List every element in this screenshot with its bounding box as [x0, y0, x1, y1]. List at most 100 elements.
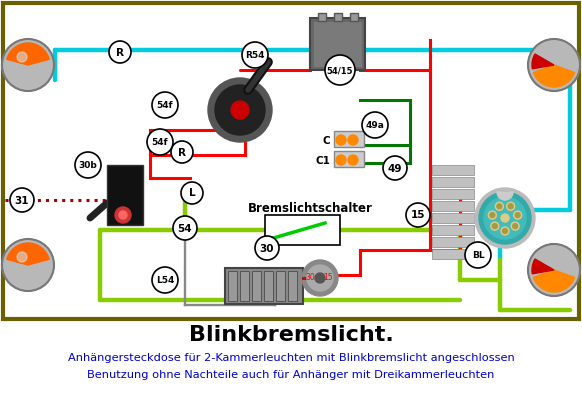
Bar [432, 213, 474, 223]
Text: 54f: 54f [157, 101, 173, 110]
Bar [432, 225, 474, 235]
Wedge shape [533, 65, 574, 87]
Text: 49a: 49a [365, 121, 385, 130]
Bar [432, 189, 474, 199]
Bar [310, 18, 365, 70]
Text: C1: C1 [315, 156, 330, 166]
Bar [228, 271, 237, 301]
Text: BL: BL [471, 251, 484, 260]
Text: 15: 15 [411, 211, 425, 220]
Bar [334, 131, 364, 147]
Bar [432, 237, 474, 247]
Circle shape [231, 101, 249, 119]
Circle shape [315, 273, 325, 283]
Circle shape [490, 213, 495, 218]
Bar [432, 201, 474, 211]
Wedge shape [533, 270, 574, 292]
Circle shape [152, 267, 178, 293]
Circle shape [208, 78, 272, 142]
Circle shape [215, 85, 265, 135]
Bar [432, 165, 474, 175]
Circle shape [513, 224, 517, 229]
Circle shape [495, 202, 503, 210]
Circle shape [171, 141, 193, 163]
Text: 54f: 54f [152, 138, 168, 147]
Circle shape [115, 207, 131, 223]
Circle shape [528, 244, 580, 296]
Text: 49: 49 [388, 164, 402, 173]
Text: C: C [322, 136, 330, 146]
Bar [318, 13, 326, 21]
Circle shape [173, 216, 197, 240]
Circle shape [242, 42, 268, 68]
Circle shape [383, 156, 407, 180]
Circle shape [17, 252, 27, 262]
Bar [432, 177, 474, 187]
Circle shape [75, 152, 101, 178]
Text: Anhängersteckdose für 2-Kammerleuchten mit Blinkbremslicht angeschlossen: Anhängersteckdose für 2-Kammerleuchten m… [68, 353, 514, 363]
Text: L54: L54 [156, 276, 174, 285]
Circle shape [492, 224, 498, 229]
Circle shape [348, 155, 358, 165]
Circle shape [348, 135, 358, 145]
Wedge shape [7, 43, 49, 65]
Bar [252, 271, 261, 301]
Bar [240, 271, 249, 301]
Circle shape [2, 39, 54, 91]
Circle shape [511, 222, 519, 230]
Circle shape [181, 182, 203, 204]
Wedge shape [532, 54, 554, 69]
Circle shape [479, 192, 531, 244]
Bar [334, 13, 342, 21]
Text: R: R [178, 148, 186, 157]
Text: Benutzung ohne Nachteile auch für Anhänger mit Dreikammerleuchten: Benutzung ohne Nachteile auch für Anhäng… [87, 370, 495, 380]
Bar [276, 271, 285, 301]
Bar [265, 215, 340, 245]
Text: 15: 15 [323, 274, 333, 283]
Text: 54/15: 54/15 [327, 66, 353, 75]
Circle shape [307, 265, 333, 291]
Circle shape [336, 135, 346, 145]
Circle shape [501, 214, 509, 222]
Circle shape [465, 242, 491, 268]
Circle shape [2, 239, 54, 291]
Bar [314, 22, 361, 66]
Bar [225, 268, 303, 304]
Text: L: L [189, 189, 196, 198]
Circle shape [488, 211, 496, 219]
Bar [3, 3, 579, 319]
Circle shape [475, 188, 535, 248]
Text: 30: 30 [260, 243, 274, 254]
Text: 30b: 30b [79, 161, 97, 170]
Wedge shape [497, 192, 513, 200]
Wedge shape [7, 243, 49, 265]
Bar [288, 271, 297, 301]
Text: Blinkbremslicht.: Blinkbremslicht. [189, 325, 393, 345]
Text: Bremslichtschalter: Bremslichtschalter [247, 202, 372, 214]
Circle shape [147, 129, 173, 155]
Circle shape [491, 222, 499, 230]
Circle shape [119, 211, 127, 219]
Circle shape [507, 202, 514, 210]
Circle shape [336, 155, 346, 165]
Text: R54: R54 [245, 51, 265, 60]
Circle shape [501, 227, 509, 235]
Bar [334, 151, 364, 167]
Circle shape [497, 204, 502, 209]
Bar [432, 249, 474, 259]
Bar [350, 13, 358, 21]
Circle shape [17, 52, 27, 62]
Circle shape [325, 55, 355, 85]
Bar [107, 165, 143, 225]
Text: R: R [116, 47, 124, 58]
Circle shape [502, 229, 508, 234]
Circle shape [152, 92, 178, 118]
Circle shape [406, 203, 430, 227]
Circle shape [514, 211, 521, 219]
Circle shape [362, 112, 388, 138]
Text: 31: 31 [15, 196, 29, 205]
Wedge shape [532, 259, 554, 274]
Circle shape [255, 236, 279, 260]
Circle shape [484, 197, 526, 239]
Circle shape [515, 213, 520, 218]
